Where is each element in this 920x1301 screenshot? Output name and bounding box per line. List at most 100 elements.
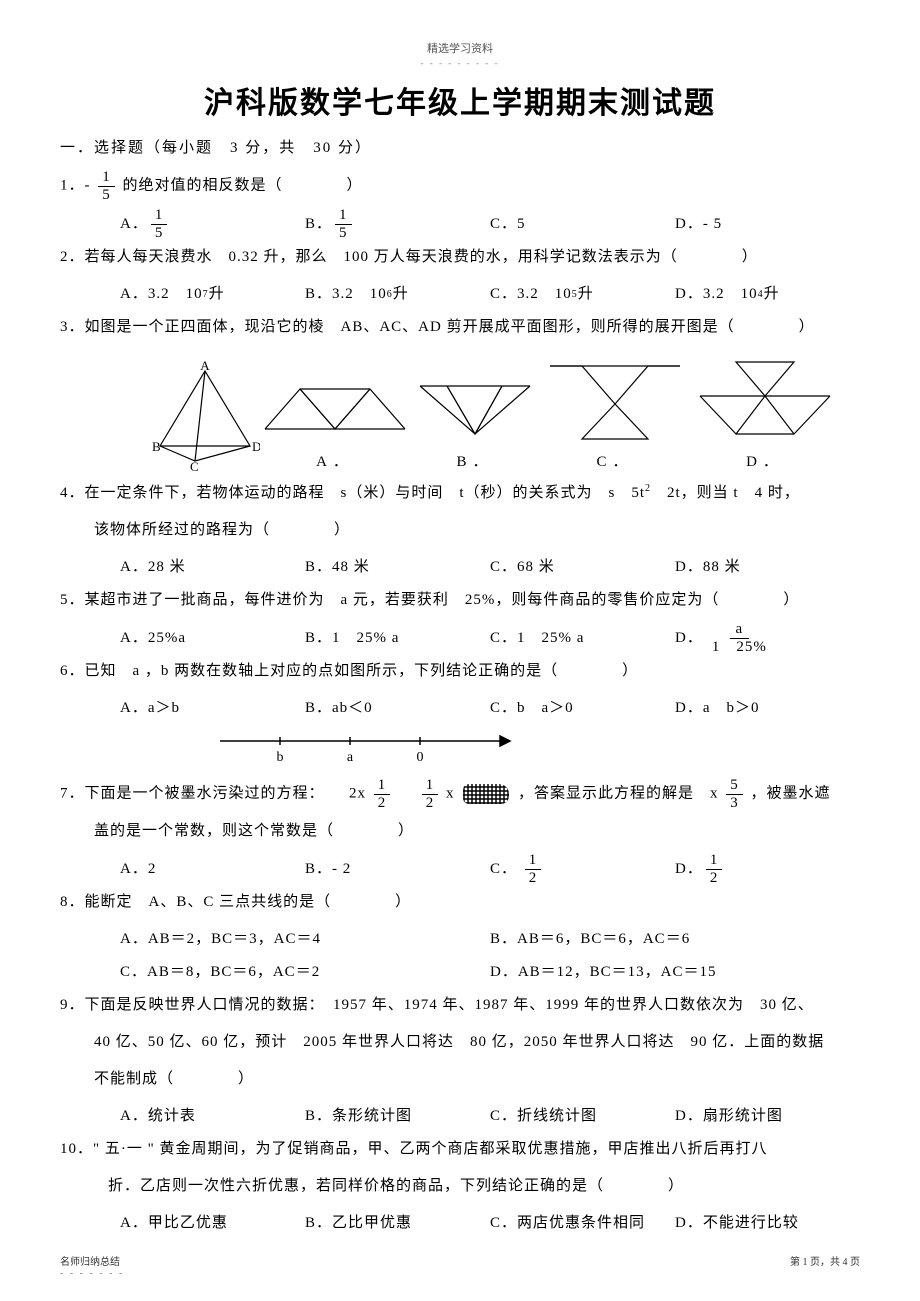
q8-stem: 8．能断定 A、B、C 三点共线的是（ ）: [60, 886, 860, 919]
q3-optD: D．: [690, 450, 840, 471]
q9-optB: B．条形统计图: [305, 1100, 490, 1133]
q9-l2: 40 亿、50 亿、60 亿，预计 2005 年世界人口将达 80 亿，2050…: [60, 1026, 860, 1059]
q7-f1: 12: [374, 777, 391, 811]
q3-stem: 3．如图是一个正四面体，现沿它的棱 AB、AC、AD 剪开展成平面图形，则所得的…: [60, 311, 860, 344]
q4-l1a: 4．在一定条件下，若物体运动的路程 s（米）与时间 t（秒）的关系式为 s 5t: [60, 485, 645, 501]
q1-pre: 1．-: [60, 177, 91, 193]
q5-options: A．25%a B．1 25% a C．1 25% a D． a 1 25%: [60, 621, 860, 655]
q2-optB: B．3.2 106升: [305, 278, 490, 311]
q9-options: A．统计表 B．条形统计图 C．折线统计图 D．扇形统计图: [60, 1100, 860, 1133]
footer-right: 第 1 页，共 4 页: [790, 1253, 860, 1279]
q10-optD: D．不能进行比较: [675, 1207, 860, 1240]
q3-diagram-row: A B D C A．: [60, 348, 860, 471]
q10-options: A．甲比乙优惠 B．乙比甲优惠 C．两店优惠条件相同 D．不能进行比较: [60, 1207, 860, 1240]
q2A-post: 升: [209, 278, 225, 311]
q5-stem: 5．某超市进了一批商品，每件进价为 a 元，若要获利 25%，则每件商品的零售价…: [60, 584, 860, 617]
page-title: 沪科版数学七年级上学期期末测试题: [60, 78, 860, 122]
q5-optB: B．1 25% a: [305, 621, 490, 655]
q3-tetra: A B D C: [150, 361, 260, 471]
q1-optB-frac: 1 5: [335, 207, 352, 241]
q4-optB: B．48 米: [305, 551, 490, 584]
footer-left1: 名师归纳总结: [60, 1253, 124, 1268]
q10-l1: 10．" 五·一 " 黄金周期间，为了促销商品，甲、乙两个商店都采取优惠措施，甲…: [60, 1133, 860, 1166]
numberline-svg: b a 0: [210, 729, 530, 769]
footer: 名师归纳总结 - - - - - - - 第 1 页，共 4 页: [0, 1253, 920, 1279]
q7Cd: 2: [525, 870, 542, 887]
q10-optA: A．甲比乙优惠: [120, 1207, 305, 1240]
q5D-pre: D．: [675, 622, 703, 655]
figB-svg: [410, 374, 540, 444]
q7-l1b: x: [446, 785, 455, 801]
figC-svg: [540, 354, 690, 444]
q4-optC: C．68 米: [490, 551, 675, 584]
q7D-pre: D．: [675, 853, 703, 886]
tetra-D: D: [252, 439, 260, 454]
q7-l1c: ，答案显示此方程的解是 x: [518, 785, 719, 801]
q3-optB: B．: [410, 450, 540, 471]
q5D-num: a: [730, 621, 750, 639]
q1-frac-den: 5: [98, 187, 115, 204]
q1-stem: 1．- 1 5 的绝对值的相反数是（ ）: [60, 169, 860, 203]
q2A-pre: A．3.2 10: [120, 278, 203, 311]
q9-l1: 9．下面是反映世界人口情况的数据： 1957 年、1974 年、1987 年、1…: [60, 989, 860, 1022]
q7-l1d: ，被墨水遮: [751, 785, 831, 801]
q4-line2: 该物体所经过的路程为（ ）: [60, 514, 860, 547]
q1-optA-den: 5: [151, 225, 168, 242]
q2B-pre: B．3.2 10: [305, 278, 387, 311]
q2B-post: 升: [393, 278, 409, 311]
q10-l2: 折．乙店则一次性六折优惠，若同样价格的商品，下列结论正确的是（ ）: [60, 1170, 860, 1203]
figD-svg: [690, 354, 840, 444]
q7-line2: 盖的是一个常数，则这个常数是（ ）: [60, 815, 860, 848]
q1-frac: 1 5: [98, 169, 115, 203]
q1-frac-num: 1: [98, 169, 115, 187]
q3-optC: C．: [540, 450, 690, 471]
q1-optB-den: 5: [335, 225, 352, 242]
q3-figC: C．: [540, 354, 690, 471]
q6-optA: A．a＞b: [120, 692, 305, 725]
q2-optC: C．3.2 105升: [490, 278, 675, 311]
q5-optC: C．1 25% a: [490, 621, 675, 655]
q7-options: A．2 B．- 2 C． 12 D． 12: [60, 852, 860, 886]
q7-optD: D． 12: [675, 852, 860, 886]
q7-f1n: 1: [374, 777, 391, 795]
q7-f2: 12: [422, 777, 439, 811]
footer-left2: - - - - - - -: [60, 1268, 124, 1279]
q6-optB: B．ab＜0: [305, 692, 490, 725]
q6-stem: 6．已知 a ，b 两数在数轴上对应的点如图所示，下列结论正确的是（ ）: [60, 655, 860, 688]
q6-optC: C．b a＞0: [490, 692, 675, 725]
q7C-frac: 12: [525, 852, 542, 886]
q8-optC: C．AB＝8，BC＝6，AC＝2: [120, 956, 490, 989]
q5D-den: 1 25%: [706, 639, 773, 656]
tetra-svg: A B D C: [150, 361, 260, 471]
top-label: 精选学习资料: [60, 40, 860, 56]
q7-f2d: 2: [422, 795, 439, 812]
q2-options: A．3.2 107升 B．3.2 106升 C．3.2 105升 D．3.2 1…: [60, 278, 860, 311]
inkblot-icon: [463, 784, 509, 804]
q4-options: A．28 米 B．48 米 C．68 米 D．88 米: [60, 551, 860, 584]
q1-optB-num: 1: [335, 207, 352, 225]
q1-optC: C．5: [490, 207, 675, 241]
q4-l1b: 2t，则当 t 4 时，: [651, 485, 800, 501]
q7-f2n: 1: [422, 777, 439, 795]
q1-optA-frac: 1 5: [151, 207, 168, 241]
q2C-post: 升: [578, 278, 594, 311]
axis-a: a: [347, 750, 354, 765]
q8-optB: B．AB＝6，BC＝6，AC＝6: [490, 923, 860, 956]
q1-optA-pre: A．: [120, 208, 148, 241]
q1-options: A． 1 5 B． 1 5 C．5 D．- 5: [60, 207, 860, 241]
q3-optA: A．: [260, 450, 410, 471]
q3-figD: D．: [690, 354, 840, 471]
footer-left: 名师归纳总结 - - - - - - -: [60, 1253, 124, 1279]
q8-options: A．AB＝2，BC＝3，AC＝4 B．AB＝6，BC＝6，AC＝6 C．AB＝8…: [60, 923, 860, 989]
q7C-pre: C．: [490, 853, 517, 886]
q7Dn: 1: [706, 852, 723, 870]
q1-post: 的绝对值的相反数是（ ）: [123, 177, 363, 193]
q10-optC: C．两店优惠条件相同: [490, 1207, 675, 1240]
figA-svg: [260, 374, 410, 444]
axis-b: b: [277, 750, 284, 765]
section-head: 一．选择题（每小题 3 分，共 30 分）: [60, 136, 860, 157]
q2-stem: 2．若每人每天浪费水 0.32 升，那么 100 万人每天浪费的水，用科学记数法…: [60, 241, 860, 274]
q2-optD: D．3.2 104升: [675, 278, 860, 311]
q7D-frac: 12: [706, 852, 723, 886]
q1-optD: D．- 5: [675, 207, 860, 241]
